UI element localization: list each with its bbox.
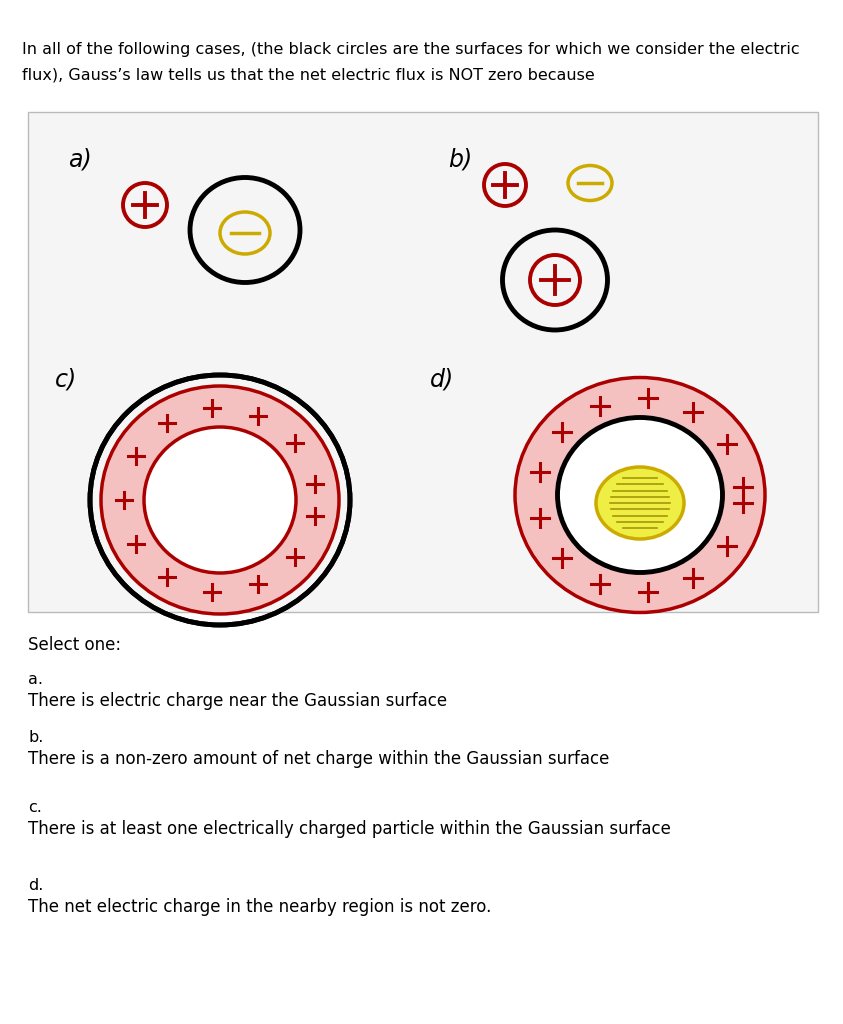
Text: flux), Gauss’s law tells us that the net electric flux is NOT zero because: flux), Gauss’s law tells us that the net… — [22, 68, 595, 83]
Text: a): a) — [68, 148, 92, 172]
Text: There is a non-zero amount of net charge within the Gaussian surface: There is a non-zero amount of net charge… — [28, 750, 609, 768]
Text: d.: d. — [28, 878, 43, 893]
Text: There is at least one electrically charged particle within the Gaussian surface: There is at least one electrically charg… — [28, 820, 671, 838]
Ellipse shape — [596, 467, 684, 539]
Ellipse shape — [144, 427, 296, 573]
Text: In all of the following cases, (the black circles are the surfaces for which we : In all of the following cases, (the blac… — [22, 42, 800, 57]
Text: d): d) — [430, 368, 454, 392]
Text: b.: b. — [28, 730, 43, 745]
Text: There is electric charge near the Gaussian surface: There is electric charge near the Gaussi… — [28, 692, 447, 710]
Text: b): b) — [448, 148, 472, 172]
FancyBboxPatch shape — [28, 112, 818, 612]
Text: c): c) — [55, 368, 78, 392]
Text: The net electric charge in the nearby region is not zero.: The net electric charge in the nearby re… — [28, 898, 491, 916]
Ellipse shape — [557, 418, 722, 572]
Ellipse shape — [101, 386, 339, 614]
Ellipse shape — [515, 378, 765, 612]
Text: c.: c. — [28, 800, 42, 815]
Text: Select one:: Select one: — [28, 636, 121, 654]
Text: a.: a. — [28, 672, 43, 687]
